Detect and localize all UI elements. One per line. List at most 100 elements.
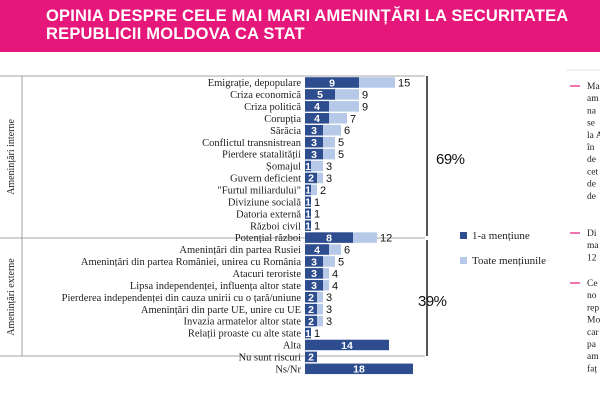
category-label: Potențial război xyxy=(235,233,301,244)
category-label: Emigrație, depopulare xyxy=(208,78,302,89)
bar-first-mention xyxy=(305,351,317,363)
first-mention-value: 4 xyxy=(314,244,320,256)
bar-first-mention xyxy=(305,315,317,327)
bar-first-mention xyxy=(305,208,311,219)
legend-all-mentions: Toate mențiunile xyxy=(472,255,546,267)
all-mentions-value: 5 xyxy=(338,149,344,161)
all-mentions-value: 6 xyxy=(344,125,350,137)
all-mentions-value: 5 xyxy=(338,256,344,268)
side-note-text: faț xyxy=(587,363,597,374)
bar-first-mention xyxy=(305,268,323,279)
bar-first-mention xyxy=(305,148,323,160)
all-mentions-value: 1 xyxy=(314,197,320,209)
side-note-text: am xyxy=(587,352,599,362)
bar-first-mention xyxy=(305,363,413,375)
first-mention-value: 14 xyxy=(341,340,353,352)
category-label: "Furtul miliardului" xyxy=(217,185,301,196)
bar-first-mention xyxy=(305,160,311,172)
bar-first-mention xyxy=(305,220,311,231)
all-mentions-value: 3 xyxy=(326,161,332,173)
legend-swatch-all xyxy=(460,257,467,264)
category-label: Amenințări din partea României, unirea c… xyxy=(81,257,301,268)
bar-first-mention xyxy=(305,280,323,291)
first-mention-value: 3 xyxy=(311,149,317,161)
side-note-text: Mo xyxy=(587,316,600,326)
category-label: Lipsa independenței, influența altor sta… xyxy=(130,281,301,292)
category-label: Sărăcia xyxy=(270,126,301,137)
all-mentions-value: 1 xyxy=(314,209,320,221)
first-mention-value: 3 xyxy=(311,137,317,149)
category-label: Relații proaste cu alte state xyxy=(188,329,301,340)
group-label-external: Amenințări externe xyxy=(6,258,17,336)
first-mention-value: 2 xyxy=(308,173,314,185)
category-label: Război civil xyxy=(250,221,301,232)
chart-title: OPINIA DESPRE CELE MAI MARI AMENINȚĂRI L… xyxy=(46,7,568,43)
all-mentions-value: 3 xyxy=(326,304,332,316)
bar-all-mentions xyxy=(305,101,359,112)
first-mention-value: 9 xyxy=(329,77,335,89)
side-note-text: în xyxy=(586,143,595,153)
first-mention-value: 2 xyxy=(308,304,314,316)
all-mentions-value: 4 xyxy=(332,280,338,292)
side-note-text: de xyxy=(587,180,596,190)
side-note-text: no xyxy=(587,291,597,301)
category-label: Șomajul xyxy=(266,162,301,173)
side-note-text: am xyxy=(587,94,599,104)
first-mention-value: 1 xyxy=(305,328,311,340)
first-mention-value: 1 xyxy=(305,220,311,232)
all-mentions-value: 9 xyxy=(362,89,368,101)
side-note-text: pa xyxy=(587,340,597,350)
category-label: Amenințări din parte UE, unire cu UE xyxy=(141,305,301,316)
first-mention-value: 1 xyxy=(305,185,311,197)
bar-first-mention xyxy=(305,172,317,184)
bar-first-mention xyxy=(305,184,311,196)
first-mention-value: 8 xyxy=(326,232,332,244)
category-label: Conflictul transnistrean xyxy=(202,138,302,149)
title-banner: OPINIA DESPRE CELE MAI MARI AMENINȚĂRI L… xyxy=(0,0,600,52)
category-label: Invazia armatelor altor state xyxy=(184,317,302,328)
side-note-text: ma xyxy=(587,241,599,251)
category-label: Corupția xyxy=(264,114,301,125)
all-mentions-value: 1 xyxy=(314,221,320,233)
all-mentions-value: 1 xyxy=(314,328,320,340)
side-note-text: car xyxy=(587,328,599,338)
all-mentions-value: 12 xyxy=(380,233,392,245)
side-note-text: rep xyxy=(587,303,599,313)
side-note-text: la A xyxy=(587,131,600,141)
first-mention-value: 1 xyxy=(305,209,311,221)
all-mentions-value: 5 xyxy=(338,137,344,149)
all-mentions-value: 15 xyxy=(398,78,410,90)
bar-first-mention xyxy=(305,89,335,100)
bar-first-mention xyxy=(305,327,311,339)
bar-all-mentions xyxy=(305,160,323,172)
all-mentions-value: 7 xyxy=(350,113,356,125)
side-note-text: de xyxy=(587,192,596,202)
bar-first-mention xyxy=(305,339,389,351)
all-mentions-value: 2 xyxy=(320,185,326,197)
first-mention-value: 3 xyxy=(311,268,317,280)
bar-first-mention xyxy=(305,196,311,208)
group-percent-external: 39% xyxy=(418,293,447,310)
first-mention-value: 4 xyxy=(314,101,320,113)
category-label: Alta xyxy=(283,341,301,352)
category-label: Guvern deficient xyxy=(230,174,301,185)
category-label: Criza economică xyxy=(230,90,301,101)
first-mention-value: 3 xyxy=(311,256,317,268)
bar-first-mention xyxy=(305,136,323,148)
first-mention-value: 2 xyxy=(308,292,314,304)
bar-first-mention xyxy=(305,303,317,315)
category-label: Pierderea independenței din cauza unirii… xyxy=(62,293,302,304)
bar-first-mention xyxy=(305,113,329,124)
all-mentions-value: 4 xyxy=(332,268,338,280)
all-mentions-value: 9 xyxy=(362,101,368,113)
legend-swatch-first xyxy=(460,232,467,239)
category-label: Diviziune socială xyxy=(228,197,302,208)
bar-first-mention xyxy=(305,244,329,255)
first-mention-value: 5 xyxy=(317,89,323,101)
first-mention-value: 1 xyxy=(305,161,311,173)
side-note-text: na xyxy=(587,106,597,116)
side-note-text: Di xyxy=(587,229,597,239)
bar-first-mention xyxy=(305,232,353,243)
side-note-text: Ce xyxy=(587,279,598,289)
first-mention-value: 2 xyxy=(308,316,314,328)
